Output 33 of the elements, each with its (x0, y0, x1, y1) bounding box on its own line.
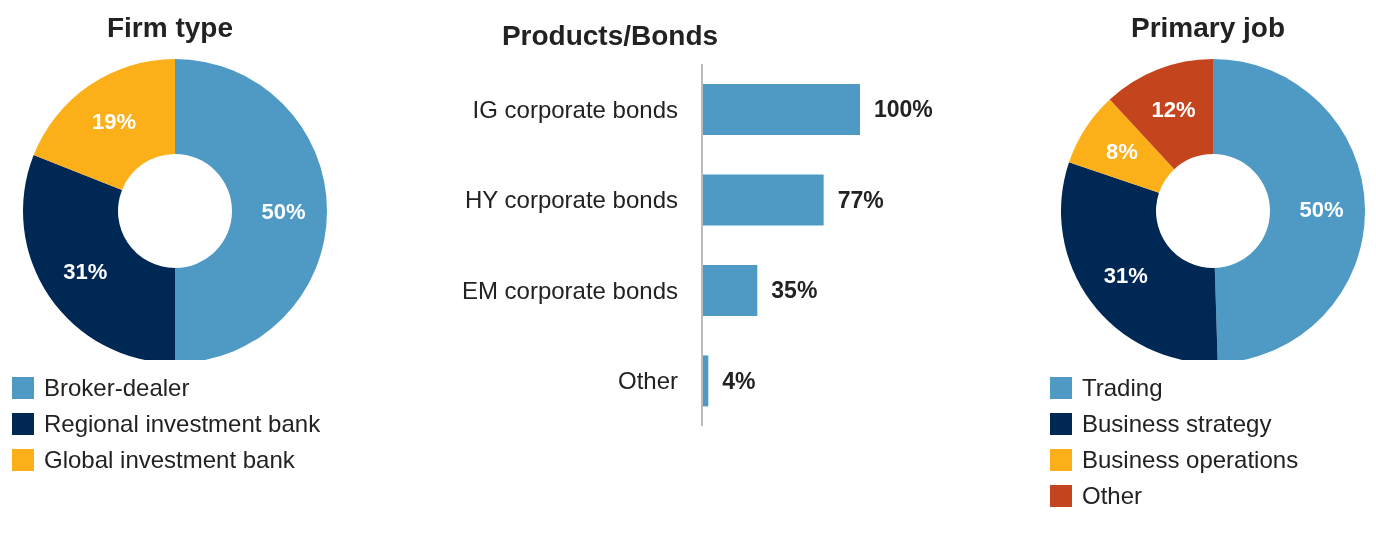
data-label: 19% (91, 108, 137, 134)
legend-label: Business operations (1082, 446, 1299, 474)
legend-label: Regional investment bank (44, 410, 321, 438)
data-label: 50% (1299, 196, 1344, 222)
data-label: 77% (837, 186, 884, 213)
legend-label: Broker-dealer (44, 374, 190, 402)
bar (702, 83, 860, 135)
chart-title: Products/Bonds (500, 19, 720, 53)
y-tick-label: IG corporate bonds (472, 95, 678, 123)
bar (702, 174, 824, 226)
legend-label: Trading (1082, 374, 1163, 402)
data-label: 31% (1103, 263, 1148, 289)
data-label: 35% (771, 277, 818, 304)
donut-slice (1061, 162, 1218, 360)
data-label: 100% (874, 96, 933, 123)
data-label: 4% (722, 367, 756, 394)
y-tick-label: Other (617, 367, 678, 395)
data-label: 31% (63, 259, 108, 285)
chart-title: Primary job (1129, 11, 1287, 45)
data-label: 50% (261, 198, 306, 224)
donut-slice (23, 155, 175, 360)
data-label: 8% (1106, 139, 1138, 165)
donut-slice (1213, 59, 1365, 360)
y-tick-label: EM corporate bonds (461, 276, 678, 304)
chart-title: Firm type (106, 11, 234, 45)
legend-label: Business strategy (1082, 410, 1272, 438)
bar (702, 264, 758, 316)
legend-label: Other (1082, 482, 1143, 510)
y-tick-label: HY corporate bonds (464, 186, 678, 214)
donut-slice (175, 59, 327, 360)
legend-label: Global investment bank (44, 446, 295, 474)
donut-slice (33, 59, 175, 191)
data-label: 12% (1151, 97, 1196, 123)
